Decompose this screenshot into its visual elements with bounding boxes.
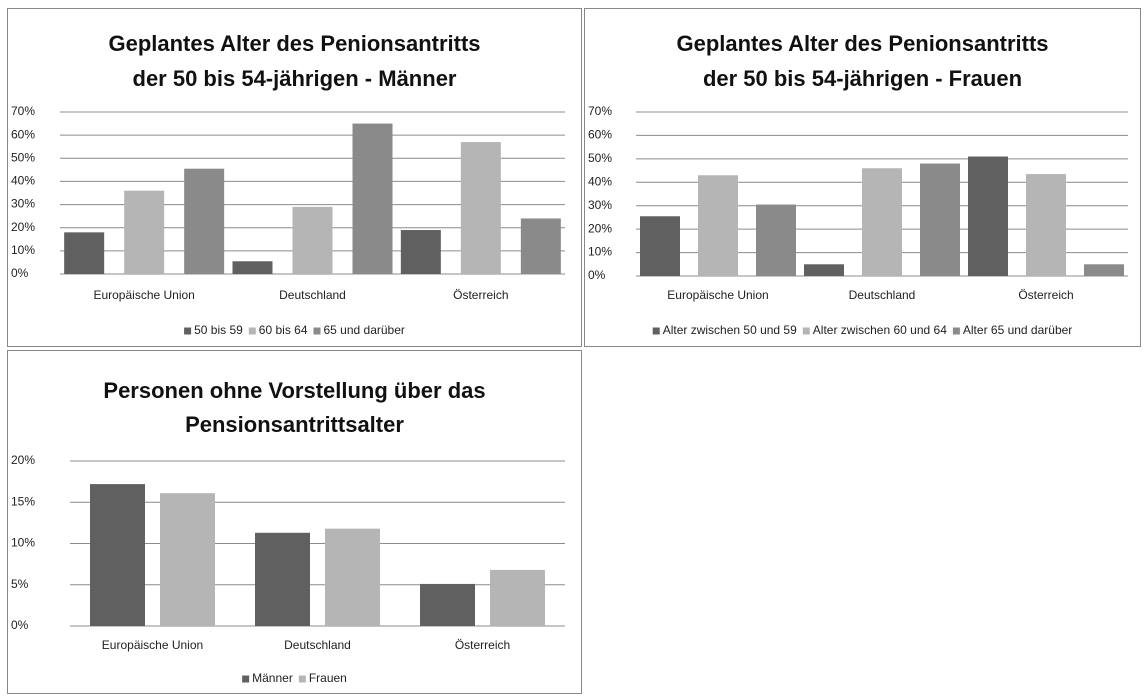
- y-tick-label: 15%: [11, 494, 35, 508]
- bar: [804, 264, 844, 276]
- legend-label: 50 bis 59: [194, 323, 243, 337]
- legend-label: Frauen: [309, 671, 347, 685]
- panel-border: [7, 350, 582, 694]
- x-tick-label: Österreich: [1018, 288, 1073, 302]
- legend-swatch: [652, 327, 660, 335]
- panel-border: [584, 8, 1141, 347]
- legend-swatch: [952, 327, 960, 335]
- y-tick-label: 40%: [588, 174, 612, 188]
- y-tick-label: 10%: [588, 245, 612, 259]
- bar: [64, 232, 105, 274]
- bar: [460, 142, 501, 274]
- chart-panel: Personen ohne Vorstellung über das Pensio…: [7, 350, 582, 694]
- x-tick-label: Deutschland: [849, 288, 916, 302]
- y-tick-label: 0%: [588, 268, 606, 282]
- chart-title: der 50 bis 54-jährigen - Frauen: [703, 66, 1022, 91]
- bar: [1026, 174, 1066, 276]
- bar: [490, 569, 545, 626]
- y-tick-label: 50%: [11, 150, 35, 164]
- chart-title: Pensionsantrittsalter: [185, 412, 404, 437]
- bar: [520, 218, 561, 274]
- y-tick-label: 0%: [11, 266, 29, 280]
- y-tick-label: 30%: [11, 197, 35, 211]
- y-tick-label: 20%: [588, 221, 612, 235]
- legend-label: 60 bis 64: [259, 323, 308, 337]
- bar: [640, 216, 680, 276]
- y-tick-label: 70%: [588, 104, 612, 118]
- chart-title: der 50 bis 54-jährigen - Männer: [133, 66, 457, 91]
- y-tick-label: 5%: [11, 577, 29, 591]
- legend-label: Alter zwischen 60 und 64: [813, 323, 947, 337]
- panel-border: [7, 8, 582, 347]
- legend-swatch: [248, 327, 256, 335]
- bar: [184, 168, 225, 274]
- chart-panel: Geplantes Alter des Penionsantritts der 5…: [584, 8, 1141, 347]
- y-tick-label: 60%: [11, 127, 35, 141]
- y-tick-label: 10%: [11, 243, 35, 257]
- bar: [90, 484, 145, 626]
- legend-swatch: [313, 327, 321, 335]
- legend-swatch: [184, 327, 192, 335]
- chart-panel: Geplantes Alter des Penionsantritts der 5…: [7, 8, 582, 347]
- x-tick-label: Europäische Union: [93, 288, 194, 302]
- legend-label: Alter zwischen 50 und 59: [663, 323, 797, 337]
- legend-swatch: [242, 675, 250, 683]
- y-tick-label: 0%: [11, 618, 29, 632]
- x-tick-label: Europäische Union: [102, 638, 203, 652]
- y-tick-label: 70%: [11, 104, 35, 118]
- y-tick-label: 20%: [11, 453, 35, 467]
- bar: [756, 204, 796, 276]
- chart-title: Geplantes Alter des Penionsantritts: [676, 31, 1048, 56]
- chart-title: Geplantes Alter des Penionsantritts: [108, 31, 480, 56]
- bar: [400, 230, 441, 274]
- bar: [292, 206, 333, 274]
- bar: [420, 583, 475, 626]
- x-tick-label: Deutschland: [284, 638, 351, 652]
- bar: [124, 190, 165, 274]
- bar: [920, 163, 960, 276]
- x-tick-label: Europäische Union: [667, 288, 768, 302]
- y-tick-label: 40%: [11, 174, 35, 188]
- legend-label: Alter 65 und darüber: [963, 323, 1072, 337]
- bar: [255, 532, 310, 626]
- legend-label: Männer: [252, 671, 293, 685]
- bar: [698, 175, 738, 276]
- bar: [232, 261, 273, 274]
- bar: [1084, 264, 1124, 276]
- legend-label: 65 und darüber: [324, 323, 405, 337]
- bar: [968, 156, 1008, 276]
- legend-swatch: [298, 675, 306, 683]
- y-tick-label: 10%: [11, 536, 35, 550]
- chart-title: Personen ohne Vorstellung über das: [103, 378, 485, 403]
- bar: [325, 528, 380, 626]
- y-tick-label: 30%: [588, 198, 612, 212]
- y-tick-label: 50%: [588, 151, 612, 165]
- x-tick-label: Österreich: [455, 638, 510, 652]
- y-tick-label: 20%: [11, 220, 35, 234]
- legend-swatch: [802, 327, 810, 335]
- bar: [160, 493, 215, 626]
- x-tick-label: Deutschland: [279, 288, 346, 302]
- x-tick-label: Österreich: [453, 288, 508, 302]
- y-tick-label: 60%: [588, 128, 612, 142]
- bar: [862, 168, 902, 276]
- bar: [352, 123, 393, 274]
